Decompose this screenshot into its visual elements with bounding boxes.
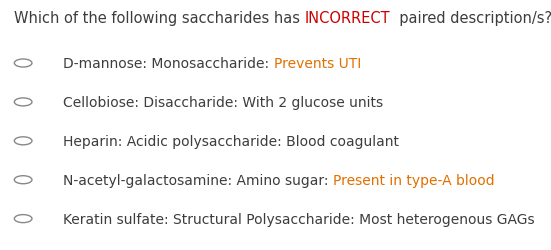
Text: Prevents UTI: Prevents UTI xyxy=(274,57,361,71)
Text: Keratin sulfate: Structural Polysaccharide: Most heterogenous GAGs: Keratin sulfate: Structural Polysacchari… xyxy=(63,212,535,226)
Text: N-acetyl-galactosamine: Amino sugar:: N-acetyl-galactosamine: Amino sugar: xyxy=(63,173,333,187)
Text: Which of the following saccharides has: Which of the following saccharides has xyxy=(14,10,304,26)
Text: D-mannose: Monosaccharide:: D-mannose: Monosaccharide: xyxy=(63,57,274,71)
Text: Cellobiose: Disaccharide: With 2 glucose units: Cellobiose: Disaccharide: With 2 glucose… xyxy=(63,96,383,110)
Text: INCORRECT: INCORRECT xyxy=(304,10,390,26)
Text: Heparin: Acidic polysaccharide: Blood coagulant: Heparin: Acidic polysaccharide: Blood co… xyxy=(63,134,399,148)
Text: Present in type-A blood: Present in type-A blood xyxy=(333,173,495,187)
Text: paired description/s?: paired description/s? xyxy=(390,10,551,26)
